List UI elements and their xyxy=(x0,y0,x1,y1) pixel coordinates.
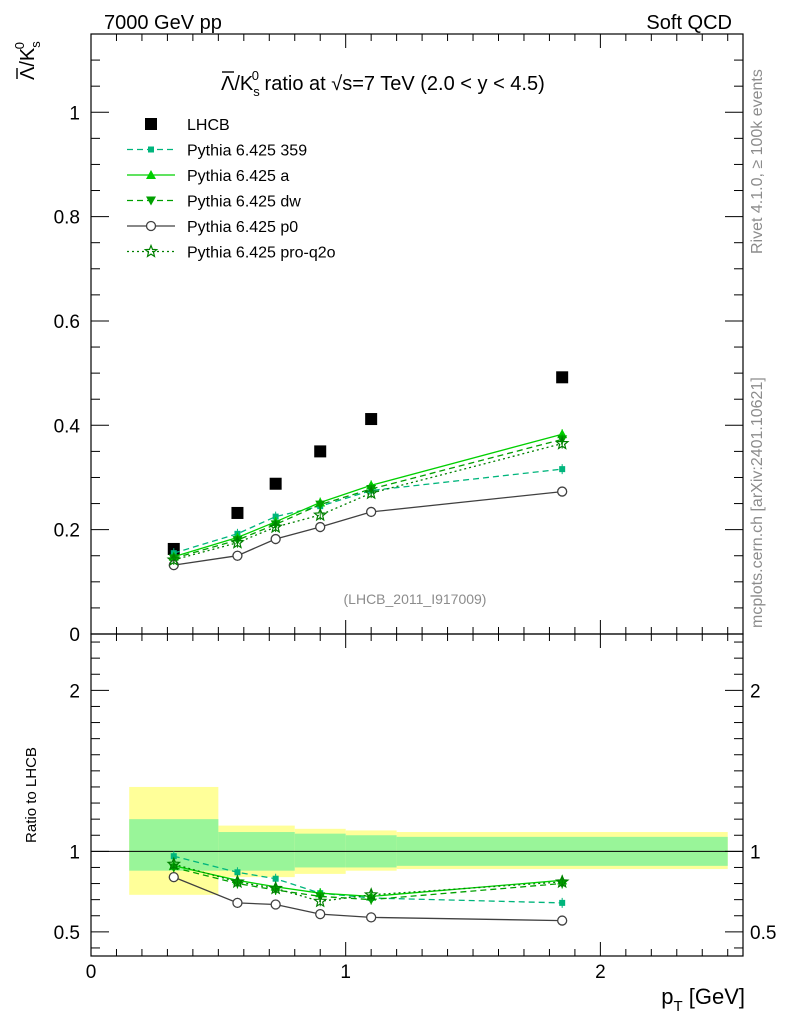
main-point-p359 xyxy=(272,513,279,520)
ratio-point-pp0 xyxy=(315,908,326,920)
ratio-point-pp0 xyxy=(168,871,179,883)
main-ytick-label: 0.6 xyxy=(54,312,80,333)
x-tick-label: 1 xyxy=(340,962,351,983)
legend-label-pq2o: Pythia 6.425 pro-q2o xyxy=(187,245,336,262)
mcplots-credit: mcplots.cern.ch [arXiv:2401.10621] xyxy=(749,377,766,628)
ratio-point-pp0 xyxy=(270,899,281,910)
legend-label-pdw: Pythia 6.425 dw xyxy=(187,194,301,211)
ratio-point-pq2o xyxy=(166,856,182,871)
x-tick-label: 0 xyxy=(86,962,97,983)
legend-marker-pdw xyxy=(146,196,156,206)
ratio-point-pq2o xyxy=(312,893,328,908)
main-point-pq2o xyxy=(554,435,570,450)
ratio-point-pq2o xyxy=(363,887,379,902)
main-ytick-label: 0.4 xyxy=(54,416,81,437)
main-line-pp0 xyxy=(173,490,563,566)
ratio-plot xyxy=(166,851,570,926)
main-title: Λ/Ks0 ratio at √s=7 TeV (2.0 < y < 4.5) xyxy=(221,68,545,99)
ratio-point-p359 xyxy=(170,853,177,860)
ratio-ytick-label-right: 2 xyxy=(750,681,761,702)
ratio-line-pq2o xyxy=(173,863,563,902)
legend-label-p359: Pythia 6.425 359 xyxy=(187,143,307,160)
main-line-pa xyxy=(173,433,563,558)
ratio-line-pdw xyxy=(173,866,563,901)
legend-label-pp0: Pythia 6.425 p0 xyxy=(187,219,298,236)
ratio-uncertainty-bands xyxy=(91,786,743,895)
main-point-lhcb xyxy=(556,371,569,384)
ratio-point-p359 xyxy=(234,869,241,876)
main-point-lhcb xyxy=(269,477,282,490)
main-point-pp0 xyxy=(315,521,326,533)
main-line-pdw xyxy=(173,438,563,559)
main-point-lhcb xyxy=(231,506,244,519)
main-ytick-label: 1 xyxy=(69,103,80,124)
main-ylabel: Λ/Ks0 xyxy=(12,41,43,80)
legend-marker-lhcb xyxy=(145,118,157,130)
ratio-band-inner xyxy=(294,833,346,868)
main-plot xyxy=(166,371,570,571)
main-point-pq2o xyxy=(363,485,379,500)
main-line-pq2o xyxy=(173,442,563,561)
ratio-point-pq2o xyxy=(268,880,283,895)
legend-marker-pa xyxy=(146,170,156,179)
ratio-point-pp0 xyxy=(557,915,568,926)
ratio-point-pq2o xyxy=(230,874,245,889)
main-point-pp0 xyxy=(232,550,243,561)
main-point-pp0 xyxy=(557,486,568,497)
main-line-p359 xyxy=(173,468,563,554)
ratio-frame xyxy=(90,633,744,957)
legend: LHCB Pythia 6.425 359 Pythia 6.425 a Pythia… xyxy=(127,117,336,262)
header-right: Soft QCD xyxy=(646,12,732,34)
analysis-watermark: (LHCB_2011_I917009) xyxy=(344,591,487,607)
header-left: 7000 GeV pp xyxy=(104,12,222,34)
ratio-line-pp0 xyxy=(173,876,563,922)
ratio-ylabel: Ratio to LHCB xyxy=(23,747,40,843)
main-point-pp0 xyxy=(366,506,377,518)
ratio-point-p359 xyxy=(272,875,279,882)
svg-text:Λ/Ks0 ratio at √s=7 TeV (2.0 <: Λ/Ks0 ratio at √s=7 TeV (2.0 < y < 4.5) xyxy=(221,68,545,99)
ratio-ytick-label-right: 0.5 xyxy=(750,923,776,944)
svg-text:Λ/Ks0: Λ/Ks0 xyxy=(12,41,43,80)
rivet-version: Rivet 4.1.0, ≥ 100k events xyxy=(749,69,766,254)
main-point-pq2o xyxy=(166,552,182,567)
main-point-pp0 xyxy=(270,533,281,545)
ratio-point-pq2o xyxy=(554,874,570,889)
legend-label-lhcb: LHCB xyxy=(187,117,230,134)
ratio-point-pp0 xyxy=(366,912,377,923)
axes-frames: 0 1 2 0 0.2 0.4 0.6 0.8 1 0.5 0.5 1 1 2 2 xyxy=(54,33,776,983)
legend-marker-p359 xyxy=(148,146,154,153)
main-point-lhcb xyxy=(314,445,327,458)
ratio-point-pp0 xyxy=(232,897,243,909)
main-ytick-label: 0 xyxy=(69,625,80,646)
main-point-pq2o xyxy=(268,519,283,534)
main-ytick-label: 0.2 xyxy=(54,521,80,542)
main-point-p359 xyxy=(559,466,566,473)
ratio-line-pa xyxy=(173,865,563,898)
legend-label-pa: Pythia 6.425 a xyxy=(187,168,289,185)
xlabel: pT [GeV] xyxy=(661,984,745,1015)
ratio-ytick-label-left: 0.5 xyxy=(54,923,80,944)
legend-marker-pq2o xyxy=(143,243,159,258)
main-point-pq2o xyxy=(312,507,328,522)
main-ytick-label: 0.8 xyxy=(54,208,80,229)
ratio-ytick-label-right: 1 xyxy=(750,842,761,863)
ratio-ytick-label-left: 1 xyxy=(69,842,80,863)
x-tick-label: 2 xyxy=(595,962,606,983)
ratio-ytick-label-left: 2 xyxy=(69,681,80,702)
ratio-point-p359 xyxy=(559,899,566,906)
main-point-pq2o xyxy=(230,535,245,549)
main-point-lhcb xyxy=(365,413,378,426)
main-point-pdw xyxy=(315,500,326,510)
legend-marker-pp0 xyxy=(145,220,157,232)
ratio-line-p359 xyxy=(173,855,563,904)
